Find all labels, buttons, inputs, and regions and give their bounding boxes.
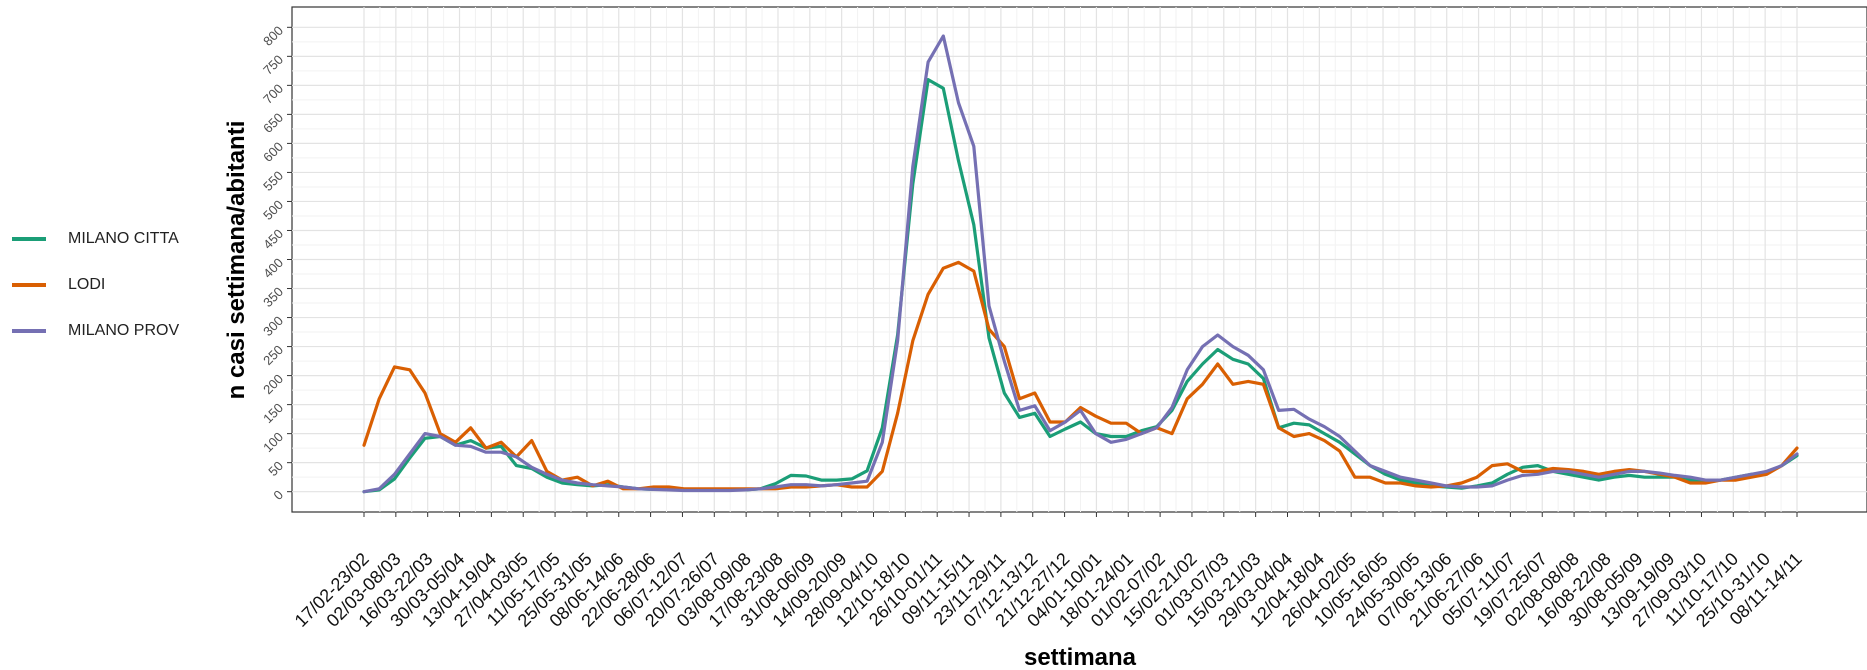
y-tick-label: 650: [260, 110, 286, 136]
legend-swatch-milano-prov: [12, 329, 46, 333]
grid-lines: [292, 7, 1867, 512]
legend-item-lodi: LODI: [12, 262, 179, 308]
y-tick-label: 300: [260, 313, 286, 339]
y-tick-label: 150: [260, 400, 286, 426]
y-tick-label: 0: [270, 487, 286, 503]
legend-label-milano-prov: MILANO PROV: [68, 322, 180, 339]
y-tick-label: 100: [260, 429, 286, 455]
series-line-milano-prov: [362, 34, 1799, 494]
series-lines: [362, 34, 1799, 494]
y-tick-label: 200: [260, 371, 286, 397]
y-tick-label: 250: [260, 342, 286, 368]
legend-label-milano-citta: MILANO CITTA: [68, 230, 179, 247]
series-line-lodi: [362, 260, 1799, 491]
y-tick-label: 500: [260, 197, 286, 223]
y-tick-label: 750: [260, 52, 286, 78]
x-axis-title: settimana: [1024, 644, 1137, 670]
legend-swatch-milano-citta: [12, 237, 46, 241]
y-tick-label: 50: [265, 458, 286, 479]
legend: MILANO CITTA LODI MILANO PROV: [12, 216, 179, 354]
y-axis-title: n casi settimana/abitanti: [223, 121, 250, 400]
y-tick-label: 350: [260, 284, 286, 310]
legend-label-lodi: LODI: [68, 276, 106, 293]
y-tick-label: 600: [260, 139, 286, 165]
y-tick-label: 400: [260, 255, 286, 281]
y-tick-label: 450: [260, 226, 286, 252]
y-tick-label: 700: [260, 81, 286, 107]
y-tick-label: 550: [260, 168, 286, 194]
y-tick-label: 800: [260, 23, 286, 49]
legend-swatch-lodi: [12, 283, 46, 287]
y-axis-ticks: 0 50 100 150 200 250 300 350 400 450 500 550 600 650 7…: [260, 23, 292, 503]
x-axis-ticks: 17/02-23/0202/03-08/0316/03-22/0330/03-0…: [291, 512, 1806, 631]
legend-item-milano-prov: MILANO PROV: [12, 308, 179, 354]
legend-item-milano-citta: MILANO CITTA: [12, 216, 179, 262]
